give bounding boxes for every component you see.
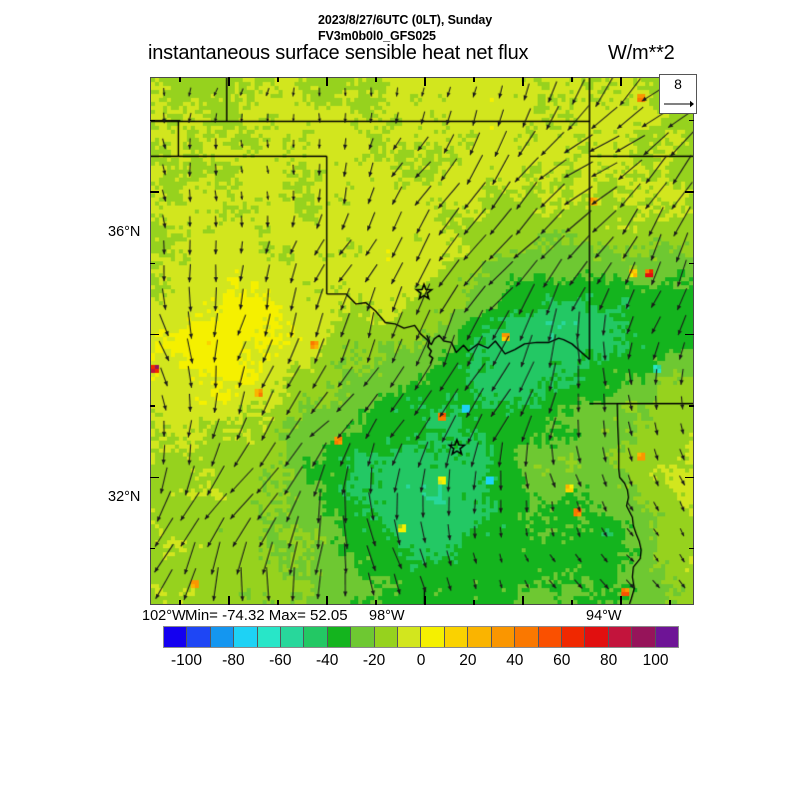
- lon-tick: [326, 596, 328, 605]
- lon-tick-label-94w: 94°W: [586, 608, 622, 624]
- colorbar-tick-label: 40: [506, 652, 524, 669]
- lon-tick-top: [620, 77, 622, 86]
- lat-tick-right: [689, 405, 694, 407]
- lon-tick-top: [424, 77, 426, 86]
- lat-tick-right: [689, 119, 694, 122]
- wind-vector-key: 8: [659, 74, 697, 114]
- lat-tick: [150, 119, 155, 122]
- colorbar-tick-label: -80: [222, 652, 245, 669]
- lon-tick: [620, 596, 622, 605]
- colorbar-container[interactable]: -100 -80 -60 -40 -20 0 20 40 60 80 100: [163, 626, 679, 669]
- lat-tick-right: [685, 333, 694, 336]
- lon-tick: [669, 600, 671, 605]
- lon-tick-top: [228, 77, 230, 86]
- colorbar-segment: [351, 627, 375, 647]
- map-plot-area[interactable]: [150, 77, 694, 605]
- lat-tick-right: [685, 476, 694, 479]
- colorbar-segment: [398, 627, 422, 647]
- colorbar-segment: [164, 627, 188, 647]
- colorbar-segment: [210, 627, 235, 647]
- wind-vector-overlay: [151, 78, 693, 604]
- colorbar-tick-label: 0: [416, 652, 426, 669]
- lon-tick-label-98w: 98°W: [369, 608, 405, 624]
- lat-tick: [150, 191, 159, 193]
- colorbar-segment: [374, 627, 399, 647]
- lat-tick: [150, 476, 159, 479]
- colorbar-segment: [655, 627, 678, 647]
- colorbar-tick-label: 100: [642, 652, 669, 669]
- colorbar-segment: [515, 627, 539, 647]
- colorbar-segment: [561, 627, 586, 647]
- header-model-name: FV3m0b0l0_GFS025: [318, 29, 436, 43]
- lon-tick-top: [277, 77, 279, 82]
- page-title: instantaneous surface sensible heat net …: [148, 42, 529, 64]
- colorbar-segment: [538, 627, 562, 647]
- lon-tick-top: [179, 77, 181, 82]
- lat-tick-right: [689, 547, 694, 550]
- lon-tick: [277, 600, 279, 605]
- colorbar-segment: [327, 627, 352, 647]
- lon-tick: [179, 600, 181, 605]
- right-arrow-icon: [664, 100, 694, 108]
- colorbar-segment: [187, 627, 211, 647]
- colorbar-segment: [491, 627, 516, 647]
- lat-tick-label-36n: 36°N: [108, 224, 141, 240]
- colorbar-segment: [281, 627, 305, 647]
- colorbar-tick-label: 20: [459, 652, 477, 669]
- lon-tick: [571, 600, 573, 605]
- lon-tick-top: [326, 77, 328, 86]
- lon-tick-top: [473, 77, 475, 82]
- colorbar-segment: [585, 627, 609, 647]
- wind-vector-key-value: 8: [674, 76, 682, 92]
- min-max-annotation: Min= -74.32 Max= 52.05: [185, 607, 348, 624]
- lat-tick-right: [685, 191, 694, 193]
- colorbar-tick-label: -60: [269, 652, 292, 669]
- header-datetime: 2023/8/27/6UTC (0LT), Sunday: [318, 13, 493, 27]
- colorbar-segment: [608, 627, 633, 647]
- colorbar-segment: [632, 627, 656, 647]
- lon-tick: [228, 596, 230, 605]
- lat-tick: [150, 333, 159, 336]
- colorbar-segment: [257, 627, 282, 647]
- lon-tick-top: [571, 77, 573, 82]
- lat-tick-right: [689, 262, 694, 264]
- lat-tick: [150, 405, 155, 407]
- colorbar-segment: [421, 627, 445, 647]
- lat-tick: [150, 262, 155, 264]
- colorbar-segment: [304, 627, 328, 647]
- colorbar-tick-label: -40: [315, 652, 339, 669]
- lon-tick-top: [375, 77, 377, 82]
- lon-tick: [424, 596, 426, 605]
- colorbar-tick-label: -20: [362, 652, 386, 669]
- colorbar-segment: [444, 627, 469, 647]
- colorbar-segment: [468, 627, 492, 647]
- lon-tick-label-102w: 102°W: [142, 608, 186, 624]
- lat-tick: [150, 547, 155, 550]
- units-label: W/m**2: [608, 42, 675, 64]
- lon-tick: [473, 600, 475, 605]
- colorbar-tick-label: 80: [600, 652, 618, 669]
- colorbar[interactable]: [163, 626, 679, 648]
- colorbar-tick-label: 60: [553, 652, 571, 669]
- lon-tick-top: [522, 77, 524, 86]
- lon-tick: [522, 596, 524, 605]
- colorbar-segment: [234, 627, 258, 647]
- lat-tick-label-32n: 32°N: [108, 489, 141, 505]
- lon-tick: [375, 600, 377, 605]
- colorbar-tick-label: -100: [170, 652, 202, 669]
